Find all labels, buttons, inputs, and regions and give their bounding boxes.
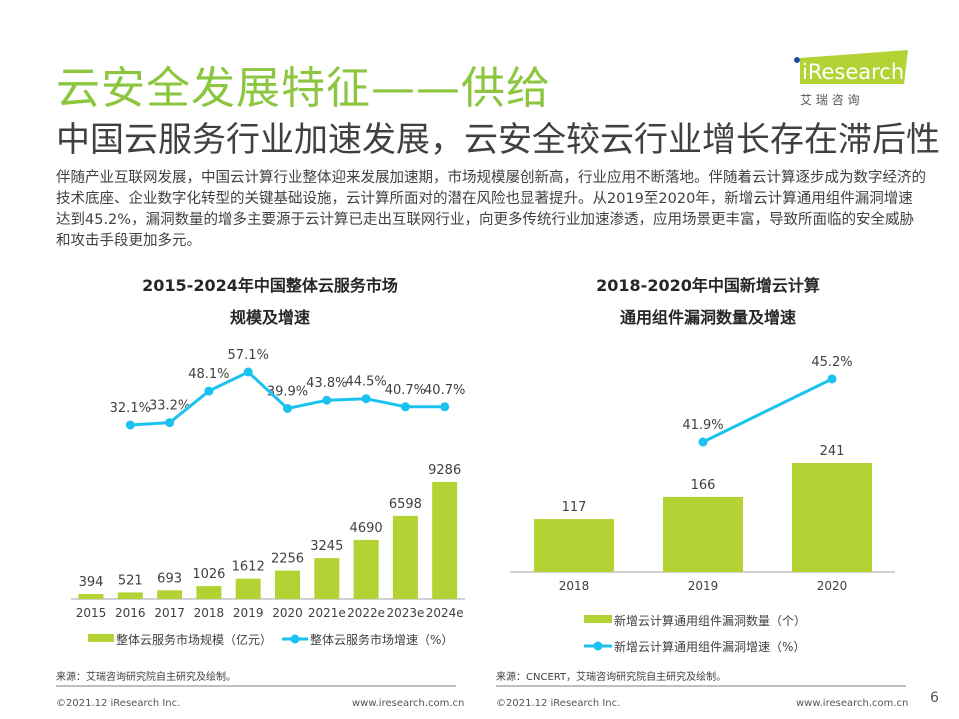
legend-bar-swatch — [88, 634, 114, 642]
bar — [157, 590, 183, 599]
line-point — [827, 374, 837, 384]
legend-label: 整体云服务市场增速（%） — [310, 632, 453, 647]
copyright-right: ©2021.12 iResearch Inc. — [496, 698, 621, 709]
line-point — [125, 420, 135, 430]
chart1-title-line2: 规模及增速 — [229, 308, 310, 327]
line-value-label: 45.2% — [811, 355, 852, 370]
line-point — [400, 402, 410, 412]
bar-value-label: 394 — [79, 575, 104, 590]
legend-label: 整体云服务市场规模（亿元） — [116, 632, 272, 647]
line-point — [165, 418, 175, 428]
chart2-title-line1: 2018-2020年中国新增云计算 — [596, 276, 820, 295]
x-tick-label: 2024e — [426, 606, 464, 620]
line-value-label: 48.1% — [188, 367, 229, 382]
bar-value-label: 166 — [691, 478, 716, 493]
line-point — [243, 367, 253, 377]
legend-label: 新增云计算通用组件漏洞数量（个） — [614, 613, 806, 628]
x-tick-label: 2019 — [688, 579, 719, 593]
bar-value-label: 2256 — [271, 552, 304, 567]
legend-label: 新增云计算通用组件漏洞增速（%） — [614, 639, 805, 654]
line-value-label: 44.5% — [345, 375, 386, 390]
bar — [275, 570, 300, 599]
bar-value-label: 6598 — [389, 497, 422, 512]
line-value-label: 43.8% — [306, 376, 347, 391]
bar-value-label: 693 — [157, 571, 182, 586]
iresearch-logo: iResearch 艾 瑞 咨 询 — [792, 48, 912, 108]
bar — [78, 594, 104, 599]
x-tick-label: 2020 — [272, 606, 303, 620]
line-point — [440, 402, 450, 412]
bar — [117, 592, 143, 599]
line-point — [204, 386, 214, 396]
url-right: www.iresearch.com.cn — [796, 698, 909, 709]
legend-line-marker — [593, 641, 603, 651]
line-point — [361, 394, 371, 404]
bar-value-label: 521 — [118, 573, 143, 588]
growth-line — [702, 377, 833, 444]
footer-divider-right — [496, 685, 906, 687]
line-value-label: 33.2% — [149, 399, 190, 414]
line-value-label: 40.7% — [424, 383, 465, 398]
source-note-right: 来源：CNCERT，艾瑞咨询研究院自主研究及绘制。 — [496, 672, 727, 683]
bar — [663, 496, 743, 572]
x-tick-label: 2020 — [817, 579, 848, 593]
bar — [432, 482, 458, 599]
bar — [235, 578, 261, 599]
chart1-title-line1: 2015-2024年中国整体云服务市场 — [142, 276, 398, 295]
line-value-label: 39.9% — [267, 384, 308, 399]
bar-value-label: 1026 — [192, 567, 225, 582]
x-tick-label: 2022e — [347, 606, 385, 620]
body-paragraph: 伴随产业互联网发展，中国云计算行业整体迎来发展加速期，市场规模屡创新高，行业应用… — [56, 170, 926, 249]
line-point — [283, 403, 292, 413]
x-tick-label: 2023e — [386, 606, 424, 620]
bar — [314, 558, 340, 599]
copyright-left: ©2021.12 iResearch Inc. — [56, 698, 181, 709]
line-point — [698, 437, 708, 447]
x-tick-label: 2019 — [233, 606, 264, 620]
legend-bar-swatch — [584, 615, 612, 623]
bar-value-label: 1612 — [232, 560, 265, 575]
svg-text:艾 瑞 咨 询: 艾 瑞 咨 询 — [800, 92, 859, 107]
line-value-label: 41.9% — [682, 418, 723, 433]
chart2-title-line2: 通用组件漏洞数量及增速 — [619, 308, 796, 327]
line-point — [322, 395, 332, 405]
bar-value-label: 241 — [820, 444, 845, 459]
page-subtitle: 中国云服务行业加速发展，云安全较云行业增长存在滞后性 — [56, 120, 940, 160]
bar-value-label: 117 — [562, 500, 587, 515]
page-title: 云安全发展特征——供给 — [56, 63, 551, 114]
footer-divider-left — [56, 685, 456, 687]
bar-value-label: 3245 — [310, 539, 343, 554]
source-note-left: 来源：艾瑞咨询研究院自主研究及绘制。 — [56, 672, 236, 683]
bar — [392, 515, 418, 599]
line-value-label: 40.7% — [385, 383, 426, 398]
x-tick-label: 2018 — [194, 606, 225, 620]
legend-line-marker — [290, 634, 300, 644]
bar — [534, 519, 614, 572]
bar — [353, 539, 379, 599]
page-number: 6 — [930, 690, 939, 706]
svg-text:iResearch: iResearch — [802, 60, 904, 84]
bar-value-label: 9286 — [428, 463, 461, 478]
x-tick-label: 2016 — [115, 606, 146, 620]
bar — [196, 586, 222, 599]
x-tick-label: 2017 — [154, 606, 185, 620]
x-tick-label: 2015 — [76, 606, 107, 620]
bar — [792, 463, 872, 572]
x-tick-label: 2018 — [559, 579, 590, 593]
bar-value-label: 4690 — [350, 521, 383, 536]
line-value-label: 32.1% — [110, 401, 151, 416]
line-value-label: 57.1% — [228, 348, 269, 363]
x-tick-label: 2021e — [308, 606, 346, 620]
url-left: www.iresearch.com.cn — [352, 698, 465, 709]
